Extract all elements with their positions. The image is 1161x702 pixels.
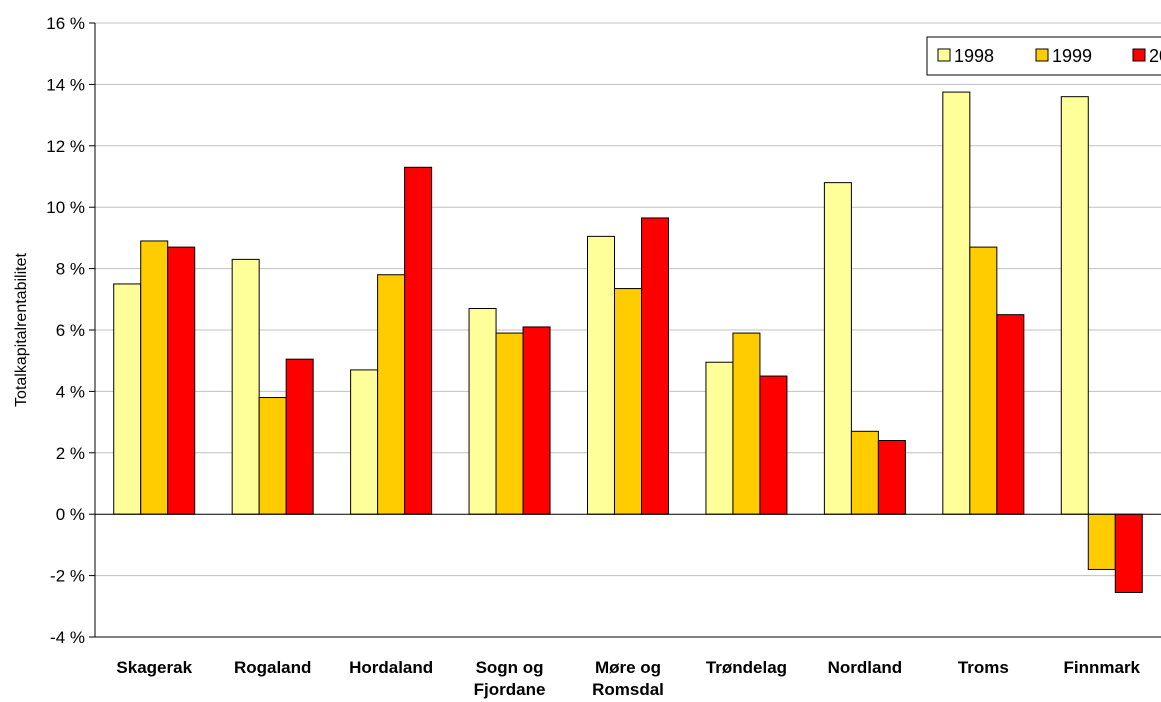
bar-1999-4 [614,288,642,515]
category-label: Rogaland [234,658,311,677]
bar-1998-8 [1060,96,1089,515]
category-label: Fjordane [474,680,546,699]
bar-1999-2 [377,274,406,515]
bar-1999-5 [732,332,761,515]
y-tick-label: 8 % [56,260,85,279]
y-tick-label: 10 % [46,198,85,217]
bar-2000-1 [285,358,314,515]
bar-1998-3 [468,308,497,515]
legend-label-1998: 1998 [954,46,994,66]
x-axis-categories: Skagerak Rogaland Hordaland Sogn og Fjordane… [116,658,1140,699]
bar-2000-0 [167,246,196,515]
bar-1998-0 [113,283,142,515]
bar-1999-7 [969,246,998,515]
bar-1998-1 [231,258,260,515]
category-label: Hordaland [349,658,433,677]
bar-1998-7 [942,91,971,515]
bar-1999-0 [140,240,169,515]
bar-1999-6 [850,430,879,515]
y-axis-label: Totalkapitalrentabilitet [13,253,30,407]
bar-2000-6 [877,440,906,515]
y-tick-label: 16 % [46,14,85,33]
y-tick-label: 0 % [56,505,85,524]
bar-2000-7 [996,314,1025,515]
category-label: Nordland [828,658,903,677]
bar-2000-5 [759,375,788,515]
bar-2000-2 [404,166,433,515]
category-label: Romsdal [592,680,664,699]
y-tick-label: -4 % [50,628,85,647]
legend-label-2000: 2000 [1149,46,1161,66]
category-label: Skagerak [116,658,192,677]
legend-swatch-1999 [1035,48,1049,62]
y-tick-label: 4 % [56,382,85,401]
axes [94,23,1161,638]
y-tick-label: 14 % [46,75,85,94]
bar-1998-6 [823,182,852,515]
bar-2000-8 [1114,513,1143,593]
legend-swatch-2000 [1132,48,1146,62]
legend-swatch-1998 [937,48,951,62]
y-axis-ticks: -4 % -2 % 0 % 2 % 4 % 6 % 8 % 10 % 12 % 14 % 16 % [46,14,95,647]
category-label: Finnmark [1064,658,1141,677]
legend-label-1999: 1999 [1052,46,1092,66]
bar-2000-4 [641,217,669,515]
bar-1998-4 [587,235,615,515]
bar-1998-5 [705,361,734,515]
category-label: Trøndelag [706,658,787,677]
y-tick-label: 2 % [56,444,85,463]
category-label: Møre og [595,658,661,677]
bars [113,91,1143,593]
bar-1998-2 [350,369,379,515]
y-tick-label: -2 % [50,567,85,586]
category-label: Troms [958,658,1009,677]
category-label: Sogn og [476,658,544,677]
y-tick-label: 12 % [46,137,85,156]
y-tick-label: 6 % [56,321,85,340]
bar-2000-3 [522,326,551,515]
bar-1999-1 [258,397,287,515]
legend: 1998 1999 2000 [926,36,1161,76]
bar-1999-8 [1087,513,1116,570]
bar-1999-3 [495,332,524,515]
